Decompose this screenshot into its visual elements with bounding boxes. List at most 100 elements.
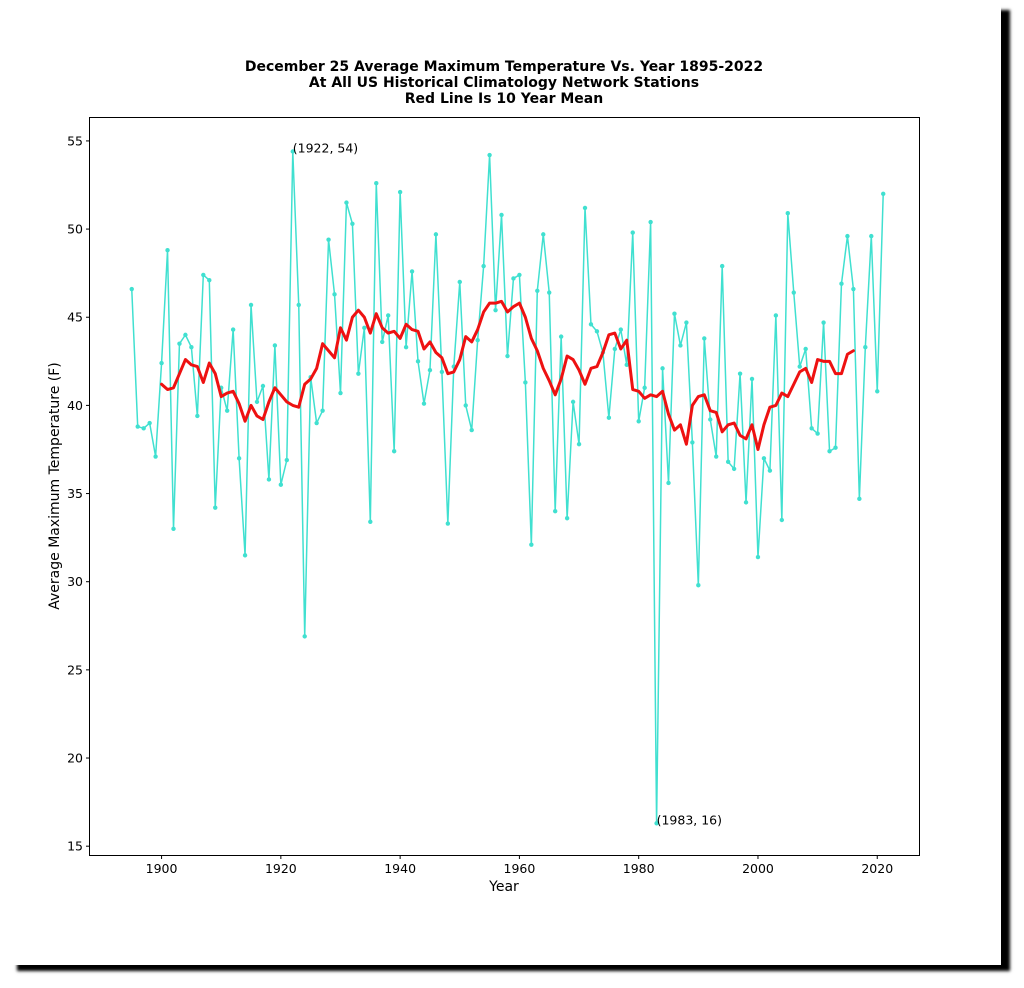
- annual-data-point: [570, 399, 576, 405]
- annual-data-point: [177, 341, 182, 346]
- chart-title-line-3: Red Line Is 10 Year Mean: [405, 91, 603, 107]
- annual-data-point: [672, 311, 677, 316]
- annual-data-point: [624, 362, 629, 368]
- annual-data-point: [749, 376, 755, 382]
- annual-data-point: [869, 233, 874, 239]
- x-axis-ticks: 1900 1920 1940 1960 1980 2000 2020: [146, 855, 893, 876]
- y-tick-label: 15: [67, 839, 83, 854]
- annual-data-point: [678, 343, 683, 348]
- annual-data-point: [761, 456, 767, 461]
- annual-data-point: [207, 278, 212, 283]
- annual-data-point: [857, 496, 862, 502]
- annual-data-point: [696, 583, 701, 588]
- annual-data-point: [511, 276, 516, 281]
- annual-series-line: [131, 150, 884, 825]
- x-tick-label: 1960: [504, 861, 536, 876]
- chart-title-line-2: At All US Historical Climatology Network…: [309, 75, 699, 91]
- annual-data-point: [284, 457, 290, 463]
- annual-data-point: [362, 325, 367, 331]
- annual-data-point: [201, 272, 206, 278]
- annual-data-point: [845, 233, 850, 239]
- ten-year-mean-line: [160, 299, 855, 451]
- annual-data-point: [588, 322, 594, 327]
- annual-data-point: [421, 401, 427, 406]
- annual-data-point: [272, 343, 278, 348]
- plot-area: (1922, 54) (1983, 16): [129, 141, 886, 827]
- annual-data-point: [773, 313, 779, 318]
- annual-data-point: [427, 367, 433, 373]
- annual-data-point: [791, 290, 796, 295]
- annual-data-point: [487, 152, 492, 158]
- annual-data-point: [397, 189, 403, 195]
- annual-data-point: [439, 369, 445, 375]
- annual-data-point: [618, 327, 623, 332]
- y-tick-label: 30: [67, 574, 83, 589]
- y-axis-label: Average Maximum Temperature (F): [47, 362, 63, 609]
- annual-data-point: [779, 517, 785, 523]
- annual-data-point: [505, 353, 510, 359]
- x-tick-label: 1980: [623, 861, 655, 876]
- annual-data-point: [129, 286, 134, 292]
- x-axis-label: Year: [488, 879, 519, 895]
- annual-data-point: [445, 521, 451, 526]
- annual-data-point: [415, 359, 421, 364]
- annual-data-point: [821, 320, 826, 325]
- annual-data-point: [403, 345, 409, 350]
- annual-data-point: [612, 346, 618, 352]
- annual-data-point: [254, 399, 260, 405]
- annual-data-point: [529, 542, 534, 547]
- annual-data-point: [338, 390, 343, 396]
- plot-border: [89, 117, 920, 856]
- annual-data-point: [875, 389, 880, 394]
- annual-data-point: [278, 482, 284, 487]
- annual-data-point: [242, 553, 248, 558]
- annual-data-point: [183, 332, 188, 338]
- annual-data-point: [809, 426, 814, 431]
- annual-data-point: [743, 500, 749, 505]
- annual-data-point: [469, 427, 474, 433]
- annual-data-point: [714, 454, 719, 459]
- annual-data-point: [648, 219, 653, 225]
- annual-data-point: [642, 385, 647, 390]
- annual-data-point: [302, 634, 307, 639]
- y-tick-label: 40: [67, 398, 83, 413]
- y-tick-label: 55: [67, 133, 83, 148]
- annual-data-point: [296, 302, 301, 308]
- y-tick-label: 45: [67, 310, 83, 325]
- annual-data-point: [224, 408, 230, 413]
- annual-data-point: [195, 413, 200, 419]
- annual-data-point: [171, 526, 176, 532]
- annual-data-point: [481, 263, 486, 269]
- annual-data-point: [320, 408, 325, 413]
- annual-data-point: [499, 212, 504, 218]
- annual-data-point: [350, 221, 355, 226]
- annual-data-point: [433, 232, 439, 237]
- annual-data-point: [660, 366, 665, 371]
- annual-data-point: [767, 468, 773, 473]
- annual-data-point: [719, 263, 725, 269]
- annual-data-point: [731, 466, 737, 472]
- annual-data-point: [374, 181, 379, 186]
- y-tick-label: 20: [67, 751, 83, 766]
- annual-data-point: [630, 230, 635, 235]
- annual-data-point: [493, 307, 498, 313]
- annual-data-point: [803, 346, 808, 352]
- annual-data-point: [654, 821, 659, 826]
- annual-data-point: [517, 272, 522, 278]
- annual-data-point: [552, 508, 558, 514]
- annual-data-point: [541, 232, 546, 237]
- annual-data-point: [815, 431, 820, 436]
- y-tick-label: 25: [67, 662, 83, 677]
- annual-data-point: [260, 383, 266, 389]
- annual-data-point: [863, 345, 868, 350]
- annual-data-point: [666, 480, 671, 486]
- annual-data-point: [827, 449, 832, 454]
- annual-data-point: [463, 403, 468, 408]
- x-tick-label: 2000: [742, 861, 774, 876]
- chart-frame: [8, 4, 1001, 965]
- annual-data-point: [380, 339, 385, 345]
- y-axis-ticks: 15 20 25 30 35 40 45 50 55: [67, 133, 90, 854]
- annual-data-point: [475, 337, 480, 343]
- annual-data-point: [409, 269, 415, 274]
